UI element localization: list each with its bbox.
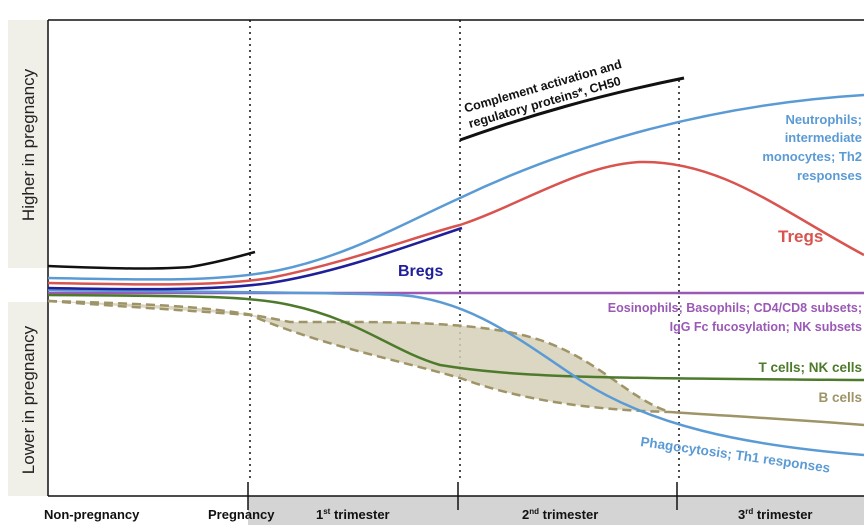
timeline-pregnancy: Pregnancy bbox=[208, 507, 275, 522]
complement-label: Complement activation and regulatory pro… bbox=[463, 57, 624, 131]
tcells-line bbox=[47, 293, 864, 382]
complement-baseline-line bbox=[47, 250, 256, 270]
bcells-range-fill bbox=[48, 301, 670, 412]
phagocytosis-line bbox=[47, 288, 864, 457]
tregs-label: Tregs bbox=[778, 227, 823, 246]
neutrophils-line bbox=[47, 93, 864, 281]
neutrophils-label-line1: Neutrophils; bbox=[785, 112, 862, 127]
neutrophils-label-line3: monocytes; Th2 bbox=[762, 149, 862, 164]
neutrophils-label-line2: intermediate bbox=[785, 130, 862, 145]
neutrophils-label: Neutrophils; intermediate monocytes; Th2… bbox=[762, 112, 862, 183]
phagocytosis-label: Phagocytosis; Th1 responses bbox=[640, 434, 832, 475]
tregs-line bbox=[47, 160, 864, 286]
timeline-bar bbox=[248, 496, 864, 525]
complement-line bbox=[459, 76, 685, 142]
bcells-upper-dashed bbox=[47, 299, 671, 414]
higher-panel bbox=[8, 20, 48, 268]
timeline-trimester-2: 2nd trimester bbox=[522, 507, 598, 522]
bcells-line bbox=[669, 410, 864, 427]
lower-label: Lower in pregnancy bbox=[19, 325, 38, 474]
bregs-label: Bregs bbox=[398, 263, 443, 280]
timeline-trimester-3: 3rd trimester bbox=[738, 507, 812, 522]
timeline-trimester-1: 1st trimester bbox=[316, 507, 390, 522]
eosinophils-label: Eosinophils; Basophils; CD4/CD8 subsets;… bbox=[608, 301, 862, 334]
bcells-lower-dashed bbox=[47, 299, 671, 414]
timeline-non-pregnancy: Non-pregnancy bbox=[44, 507, 140, 522]
higher-label: Higher in pregnancy bbox=[19, 68, 38, 221]
lower-panel bbox=[8, 302, 48, 496]
tcells-label: T cells; NK cells bbox=[758, 360, 862, 375]
eosinophils-label-line1: Eosinophils; Basophils; CD4/CD8 subsets; bbox=[608, 301, 862, 315]
neutrophils-label-line4: responses bbox=[797, 168, 862, 183]
eosinophils-label-line2: IgG Fc fucosylation; NK subsets bbox=[670, 320, 862, 334]
bcells-label: B cells bbox=[818, 390, 862, 405]
bregs-line bbox=[47, 226, 463, 291]
